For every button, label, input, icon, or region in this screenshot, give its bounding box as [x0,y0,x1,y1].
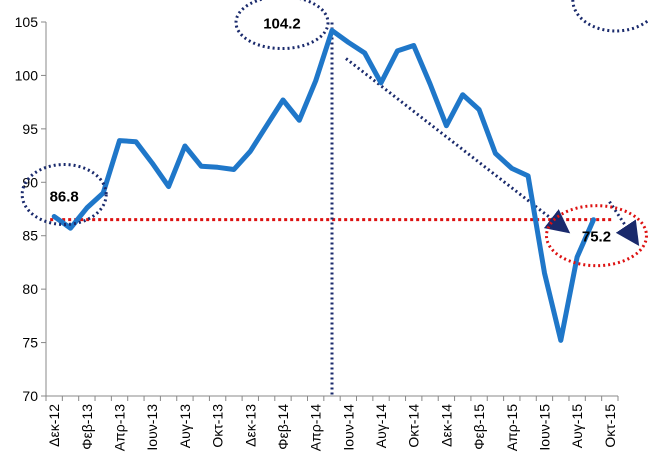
x-tick-label: Φεβ-15 [471,404,487,450]
series-group [51,28,596,343]
y-tick-label: 80 [22,281,38,297]
y-tick-label: 75 [22,335,38,351]
x-tick-label: Οκτ-15 [602,404,618,448]
annotation-ellipse [20,162,108,226]
x-tick-label: Δεκ-14 [438,404,454,447]
annotation-ellipse [571,0,648,33]
x-tick-label: Αυγ-15 [569,404,585,448]
x-tick-label: Ιουν-13 [144,404,160,451]
annotation-ellipse [544,204,648,268]
x-tick-label: Απρ-14 [308,404,324,451]
x-tick-label: Φεβ-14 [275,404,291,450]
annotation-label: 75.2 [582,229,611,246]
x-tick-label: Αυγ-13 [177,404,193,448]
guide-lines-group [330,22,640,396]
y-tick-label: 105 [15,14,39,30]
annotation-ellipse [234,0,330,51]
y-tick-label: 85 [22,228,38,244]
x-tick-label: Αυγ-14 [373,404,389,448]
annotation-label: 104.2 [263,16,301,33]
y-tick-label: 95 [22,121,38,137]
x-tick-label: Οκτ-14 [406,404,422,448]
x-tick-label: Ιουν-15 [536,404,552,451]
series-line [51,28,596,343]
x-tick-label: Φεβ-13 [79,404,95,450]
annotations-group: 86.8 104.2 75.2 86.5 [20,0,648,268]
annotation-label: 86.8 [50,188,79,205]
decline-arrow [345,57,571,234]
x-tick-label: Οκτ-13 [210,404,226,448]
y-tick-label: 70 [22,388,38,404]
annotation-label: 86.5 [601,0,630,4]
axes-group: 70 75 80 85 90 95 100 105 Δεκ-12 Φεβ-13 Απρ-13 Ιουν… [15,14,619,451]
x-tick-label: Δεκ-13 [242,404,258,447]
x-tick-label: Δεκ-12 [46,404,62,447]
x-tick-label: Απρ-15 [504,404,520,451]
x-tick-label: Απρ-13 [112,404,128,451]
recovery-arrow [608,200,640,247]
y-tick-label: 90 [22,174,38,190]
y-tick-label: 100 [15,67,39,83]
x-tick-label: Ιουν-14 [340,404,356,451]
